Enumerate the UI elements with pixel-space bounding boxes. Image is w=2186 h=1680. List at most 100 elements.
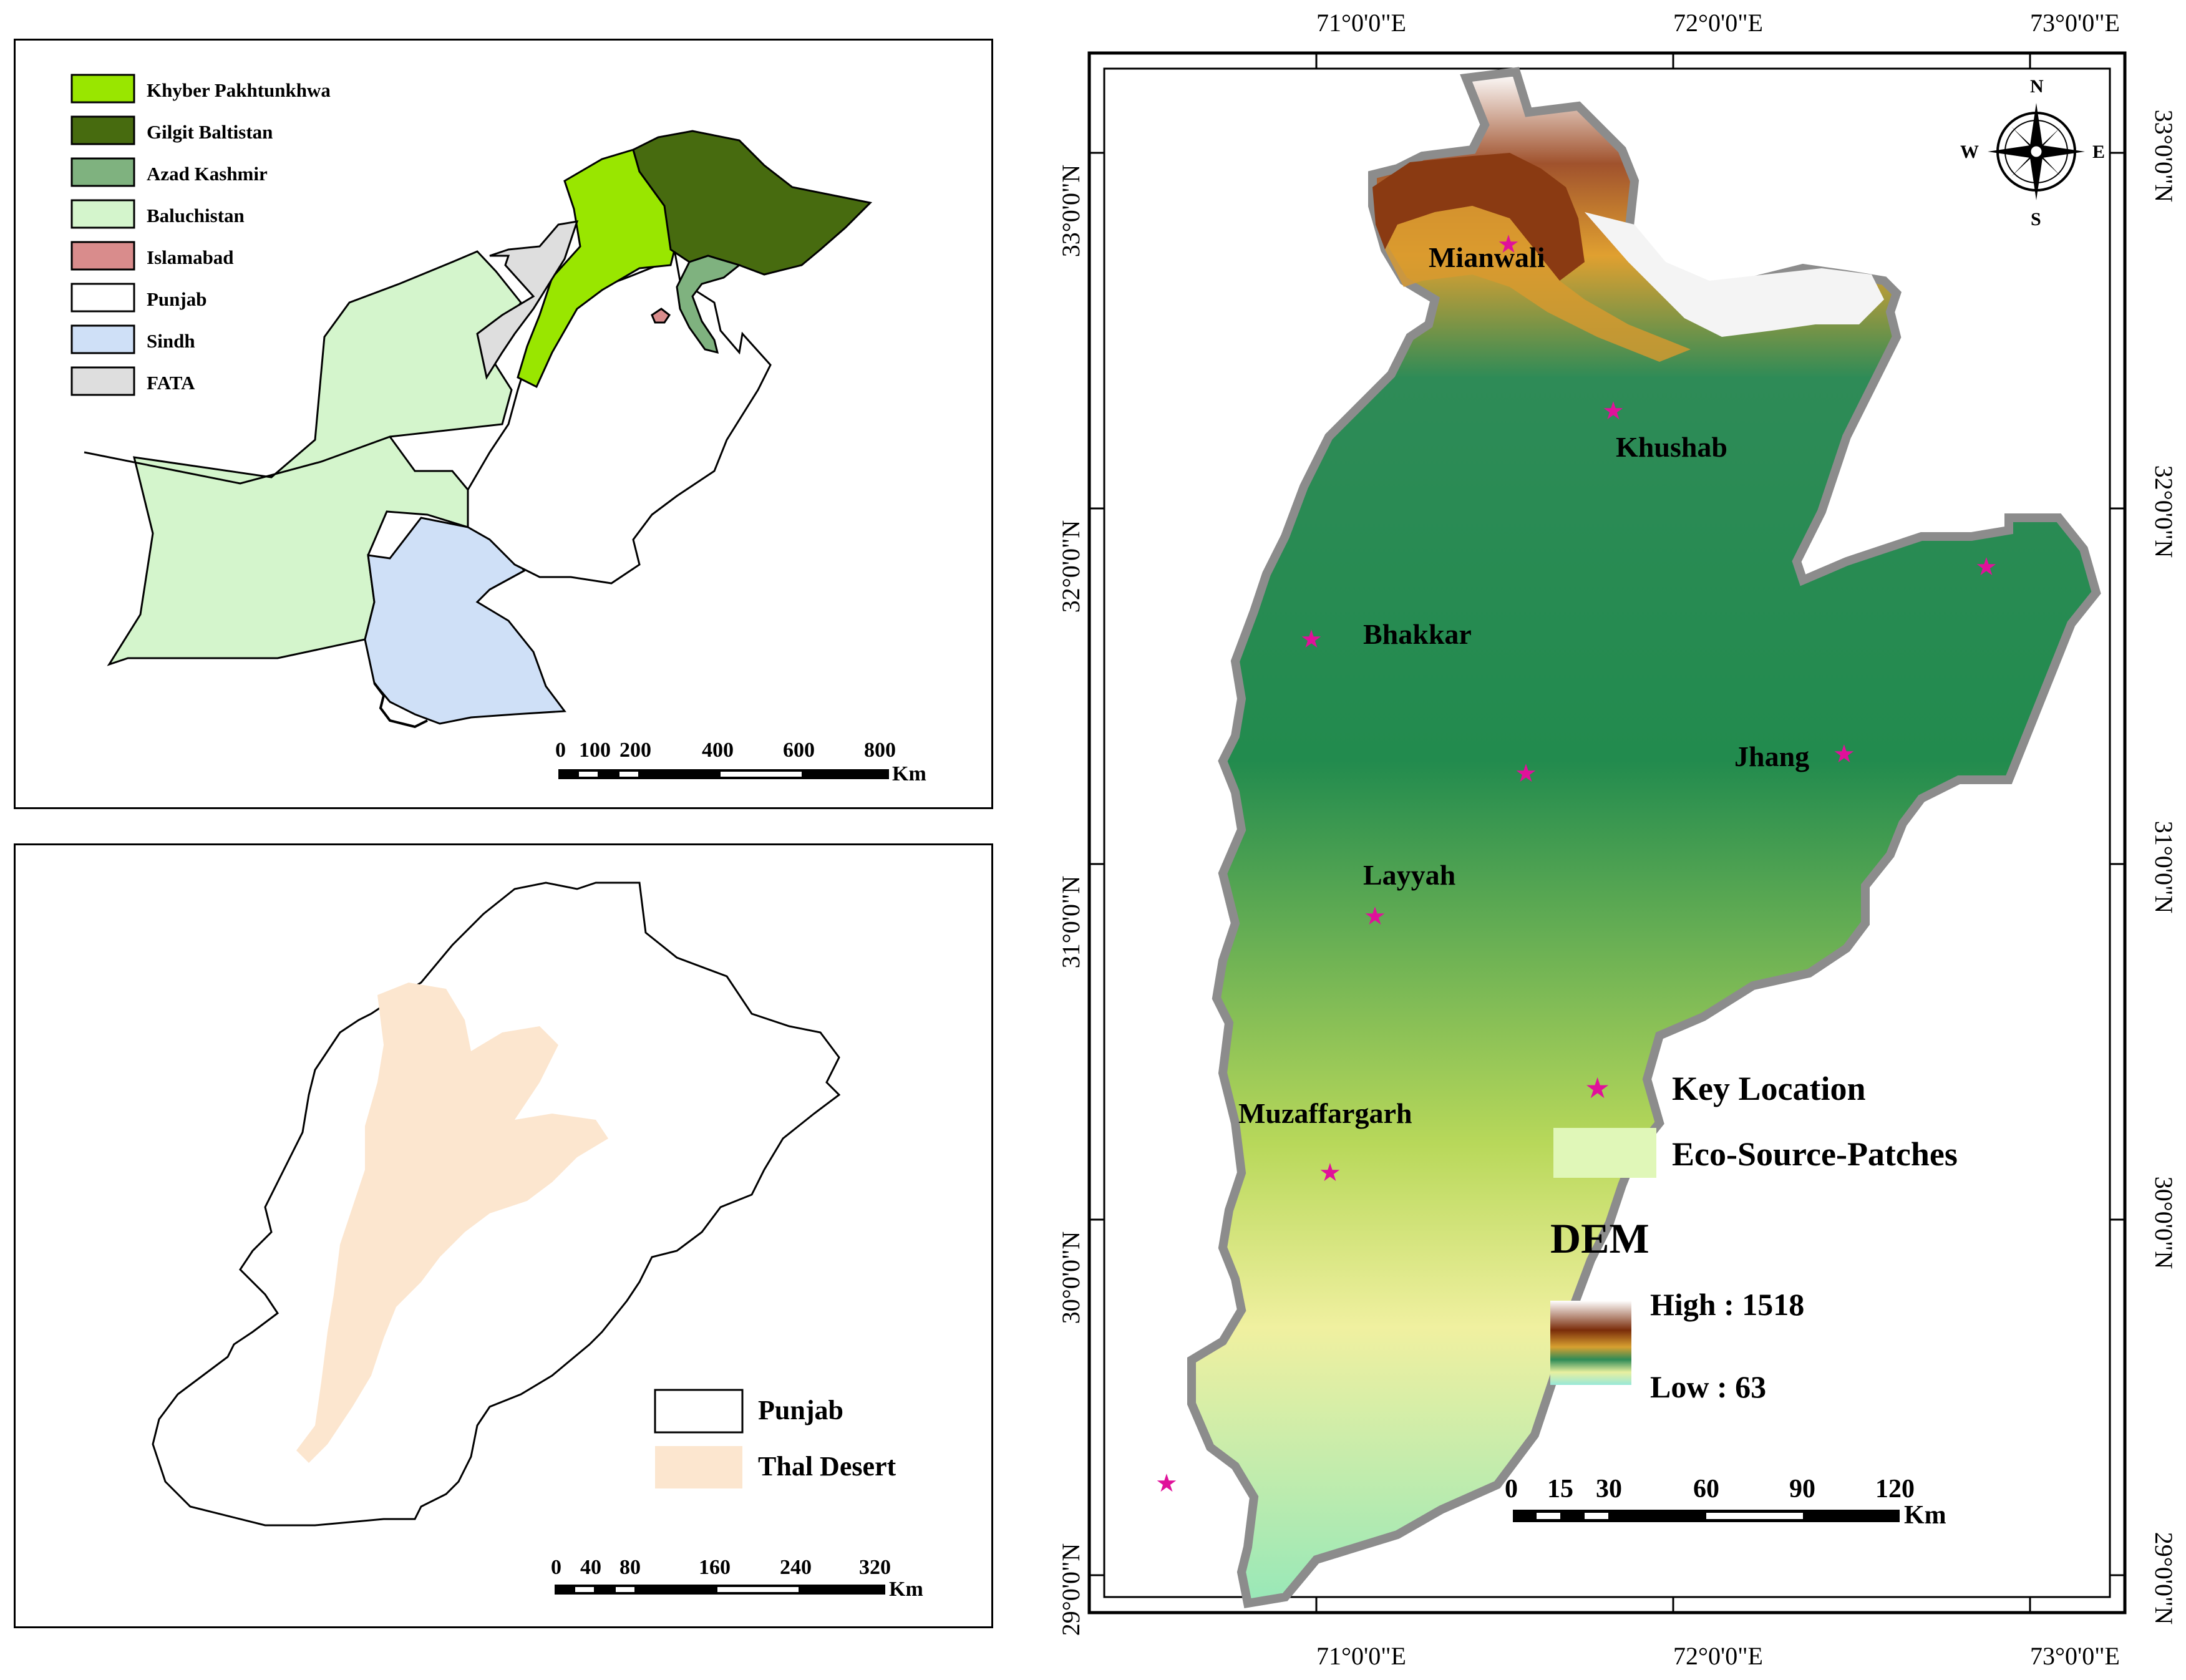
scale-bar-segment [619,772,638,777]
scale-tick-0: 0 [555,739,566,762]
star-marker-south: ★ [1155,1469,1178,1497]
scale-tick-120: 120 [1875,1475,1915,1503]
place-label-jhang: Jhang [1734,740,1809,772]
scale-unit: Km [889,1578,923,1601]
legend-label-punjab: Punjab [147,288,206,310]
lon-label-73-top: 73°0'0"E [2030,9,2120,37]
scale-bar-segment [721,772,802,777]
legend-swatch-baluchistan [70,199,135,229]
dem-panel: 71°0'0"E 72°0'0"E 73°0'0"E 71°0'0"E 72°0… [1057,9,2178,1670]
star-marker-khushab: ★ [1602,397,1625,425]
star-marker-muzaffargarh: ★ [1319,1158,1341,1187]
legend-dem-title: DEM [1550,1215,1649,1262]
coastline-detail [373,682,428,729]
legend-label-azad-kashmir: Azad Kashmir [147,163,268,185]
scale-tick-200: 200 [619,739,651,762]
scale-tick-400: 400 [702,739,734,762]
compass-e: E [2092,142,2105,162]
legend-swatch-kpk [70,74,135,104]
scale-bar-segment [575,1587,594,1592]
scale-bar-segment [717,1587,799,1592]
star-marker-center: ★ [1515,759,1537,787]
lat-label-31-left: 31°0'0"N [1057,876,1085,968]
lon-label-72-bottom: 72°0'0"E [1673,1642,1763,1670]
legend-swatch-punjab-outline [654,1389,744,1434]
scale-tick-80: 80 [619,1556,641,1579]
place-label-khushab: Khushab [1616,431,1727,463]
legend-swatch-thal-desert [655,1446,742,1488]
scale-tick-0: 0 [551,1556,561,1579]
legend-key-location-star: ★ [1585,1072,1610,1104]
lat-label-32-left: 32°0'0"N [1057,520,1085,613]
scale-bar-segment [1537,1513,1560,1519]
fata-region [476,220,579,380]
scale-tick-320: 320 [859,1556,891,1579]
compass-w: W [1960,142,1979,162]
legend-eco-label: Eco-Source-Patches [1672,1135,1958,1173]
place-label-layyah: Layyah [1363,859,1455,891]
legend-dem-ramp [1550,1301,1631,1385]
scale-unit: Km [1904,1501,1946,1530]
compass-n: N [2030,76,2044,97]
legend-swatch-punjab [70,283,135,313]
longitude-labels-top: 71°0'0"E 72°0'0"E 73°0'0"E [1316,9,2120,37]
punjab-scale-bar: 0 40 80 160 240 320 Km [551,1556,923,1601]
legend-swatch-sindh [70,324,135,354]
legend-label-kpk: Khyber Pakhtunkhwa [147,79,331,101]
legend-swatch-azad-kashmir [70,157,135,187]
legend-label-islamabad: Islamabad [147,246,234,268]
legend-swatch-gilgit [70,115,135,145]
legend-label-punjab-outline: Punjab [758,1395,843,1425]
scale-tick-800: 800 [864,739,896,762]
legend-item-punjab: Punjab [70,283,206,313]
scale-tick-0: 0 [1505,1475,1518,1503]
scale-tick-100: 100 [579,739,611,762]
mountain-orange-band [1385,206,1691,362]
legend-item-sindh: Sindh [70,324,195,354]
punjab-map: Punjab Thal Desert 0 40 80 160 240 320 K… [152,881,923,1601]
lon-label-73-bottom: 73°0'0"E [2030,1642,2120,1670]
pakistan-map: Khyber Pakhtunkhwa Gilgit Baltistan Azad… [70,74,926,785]
mountain-brown-band [1372,153,1585,281]
legend-label-fata: FATA [147,372,195,394]
legend-label-sindh: Sindh [147,330,195,352]
longitude-labels-bottom: 71°0'0"E 72°0'0"E 73°0'0"E [1316,1642,2120,1670]
scale-tick-15: 15 [1547,1475,1573,1503]
legend-key-location-label: Key Location [1672,1070,1865,1107]
place-label-bhakkar: Bhakkar [1363,618,1472,650]
place-label-muzaffargarh: Muzaffargarh [1238,1097,1412,1129]
longitude-ticks [1315,53,2031,1613]
thal-region-dem [1187,67,2101,1609]
lat-label-29-left: 29°0'0"N [1057,1543,1085,1636]
scale-bar-segment [1585,1513,1608,1519]
star-marker-mianwali: ★ [1497,230,1520,258]
high-elevation-area [1585,212,1884,337]
lat-label-33-left: 33°0'0"N [1057,165,1085,257]
islamabad-region [651,308,671,324]
star-marker-east: ★ [1975,553,1998,581]
punjab-legend: Punjab Thal Desert [654,1389,896,1488]
legend-item-kpk: Khyber Pakhtunkhwa [70,74,331,104]
place-label-mianwali: Mianwali [1429,241,1545,273]
scale-bar-segment [616,1587,634,1592]
gilgit-baltistan-region [632,130,873,276]
lon-label-71-bottom: 71°0'0"E [1316,1642,1406,1670]
scale-tick-600: 600 [783,739,815,762]
lat-label-31-right: 31°0'0"N [2150,821,2178,913]
scale-unit: Km [892,762,926,785]
legend-item-baluchistan: Baluchistan [70,199,245,229]
legend-swatch-fata [70,366,135,396]
north-arrow-icon: N S E W [1960,76,2105,230]
key-locations: ★ ★ ★ ★ ★ ★ ★ ★ ★ [1155,230,1998,1497]
legend-item-azad-kashmir: Azad Kashmir [70,157,268,187]
scale-tick-160: 160 [699,1556,731,1579]
compass-s: S [2031,209,2041,230]
scale-bar-segment [579,772,598,777]
dem-legend: ★ Key Location Eco-Source-Patches DEM Hi… [1550,1070,1958,1404]
legend-eco-swatch [1553,1128,1656,1178]
legend-dem-high: High : 1518 [1650,1287,1804,1322]
azad-kashmir-region [676,255,742,354]
pakistan-scale-bar: 0 100 200 400 600 800 Km [555,739,926,785]
legend-label-baluchistan: Baluchistan [147,205,245,226]
dem-inner-frame [1103,67,2111,1598]
